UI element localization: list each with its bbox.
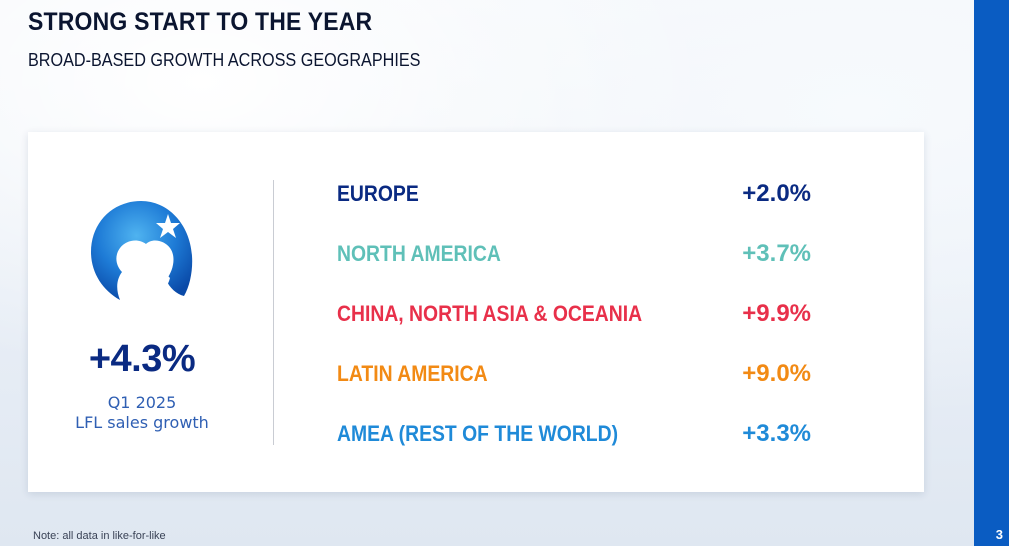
list-item: AMEA (REST OF THE WORLD) +3.3% <box>337 419 811 479</box>
region-name-europe: EUROPE <box>337 181 419 206</box>
list-item: EUROPE +2.0% <box>337 179 811 239</box>
page-subtitle: BROAD-BASED GROWTH ACROSS GEOGRAPHIES <box>28 50 421 70</box>
list-item: CHINA, NORTH ASIA & OCEANIA +9.9% <box>337 299 811 359</box>
list-item: NORTH AMERICA +3.7% <box>337 239 811 299</box>
region-name-china-north-asia-oceania: CHINA, NORTH ASIA & OCEANIA <box>337 301 643 326</box>
danone-child-star-logo-icon <box>91 201 193 300</box>
region-name-latin-america: LATIN AMERICA <box>337 361 488 386</box>
region-value-amea: +3.3% <box>742 420 811 447</box>
region-name-amea: AMEA (REST OF THE WORLD) <box>337 421 619 446</box>
headline-growth-value: +4.3% <box>88 338 196 380</box>
page-number: 3 <box>995 527 1003 542</box>
side-accent-bar: 3 <box>974 0 1009 546</box>
headline-period: Q1 2025 <box>107 393 177 412</box>
region-growth-list: EUROPE +2.0% NORTH AMERICA +3.7% CHINA, … <box>337 179 811 479</box>
region-value-latin-america: +9.0% <box>742 360 811 387</box>
region-value-europe: +2.0% <box>742 180 811 207</box>
headline-caption: LFL sales growth <box>75 413 209 432</box>
growth-summary-card: +4.3% Q1 2025 LFL sales growth EUROPE +2… <box>28 132 924 492</box>
footnote: Note: all data in like-for-like <box>33 530 166 542</box>
list-item: LATIN AMERICA +9.0% <box>337 359 811 419</box>
region-name-north-america: NORTH AMERICA <box>337 241 501 266</box>
region-value-north-america: +3.7% <box>742 240 811 267</box>
vertical-divider <box>273 180 274 445</box>
region-value-china-north-asia-oceania: +9.9% <box>742 300 811 327</box>
page-title: STRONG START TO THE YEAR <box>28 8 373 36</box>
